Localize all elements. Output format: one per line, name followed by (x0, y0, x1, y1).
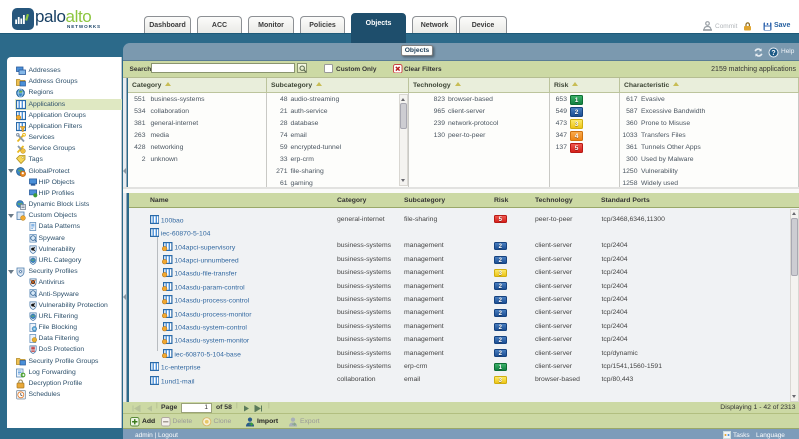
svg-text:?: ? (771, 50, 775, 57)
